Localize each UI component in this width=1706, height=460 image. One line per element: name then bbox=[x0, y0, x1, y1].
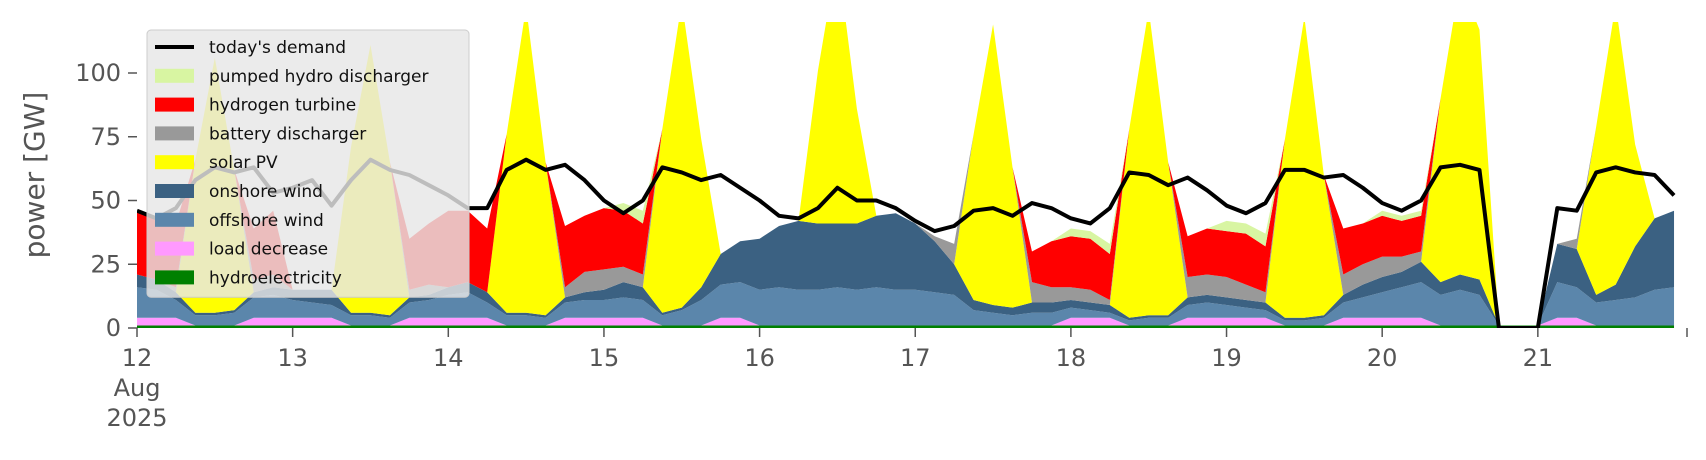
legend-label: today's demand bbox=[209, 38, 346, 58]
legend-label: offshore wind bbox=[209, 211, 324, 231]
x-tick-label: 12 bbox=[122, 344, 153, 372]
legend-swatch bbox=[155, 212, 194, 227]
x-tick-month-label: Aug bbox=[114, 374, 161, 402]
y-axis: 0 25 50 75 100 bbox=[75, 59, 137, 342]
x-tick-label: 19 bbox=[1211, 344, 1242, 372]
x-tick-label: 21 bbox=[1523, 344, 1554, 372]
area-solar-pv bbox=[137, 22, 1675, 326]
legend-box bbox=[146, 29, 470, 298]
area-layers bbox=[137, 22, 1675, 328]
legend-swatch bbox=[155, 97, 194, 112]
legend-swatch bbox=[155, 68, 194, 83]
y-tick-label: 75 bbox=[90, 123, 121, 151]
legend-swatch bbox=[155, 241, 194, 256]
x-tick-label: 14 bbox=[433, 344, 464, 372]
legend-label: solar PV bbox=[209, 153, 278, 173]
legend-swatch bbox=[155, 126, 194, 141]
legend-label: battery discharger bbox=[209, 124, 366, 144]
y-tick-label: 100 bbox=[75, 59, 121, 87]
x-tick-label: 17 bbox=[900, 344, 931, 372]
y-axis-label: power [GW] bbox=[18, 92, 51, 259]
x-tick-label: 20 bbox=[1367, 344, 1398, 372]
legend-label: hydroelectricity bbox=[209, 268, 342, 288]
area-offshore-wind bbox=[137, 282, 1675, 326]
y-tick-label: 0 bbox=[106, 314, 121, 342]
y-tick-label: 50 bbox=[90, 187, 121, 215]
x-tick-label: 16 bbox=[744, 344, 775, 372]
x-tick-year-label: 2025 bbox=[106, 404, 167, 432]
x-tick-label: 15 bbox=[589, 344, 620, 372]
legend-label: onshore wind bbox=[209, 182, 323, 202]
legend-swatch bbox=[155, 184, 194, 198]
legend-label: pumped hydro discharger bbox=[209, 67, 428, 87]
legend-label: load decrease bbox=[209, 240, 328, 260]
area-load-decrease bbox=[137, 317, 1675, 326]
legend-label: hydrogen turbine bbox=[209, 96, 356, 116]
x-tick-label: 18 bbox=[1056, 344, 1087, 372]
legend-swatch bbox=[155, 270, 194, 285]
legend: today's demand pumped hydro discharger hyd… bbox=[146, 29, 470, 298]
y-tick-label: 25 bbox=[90, 250, 121, 278]
area-hydroelectricity bbox=[137, 325, 1675, 328]
area-onshore-wind bbox=[137, 210, 1675, 326]
x-tick-label: 13 bbox=[277, 344, 308, 372]
legend-swatch bbox=[155, 155, 194, 170]
